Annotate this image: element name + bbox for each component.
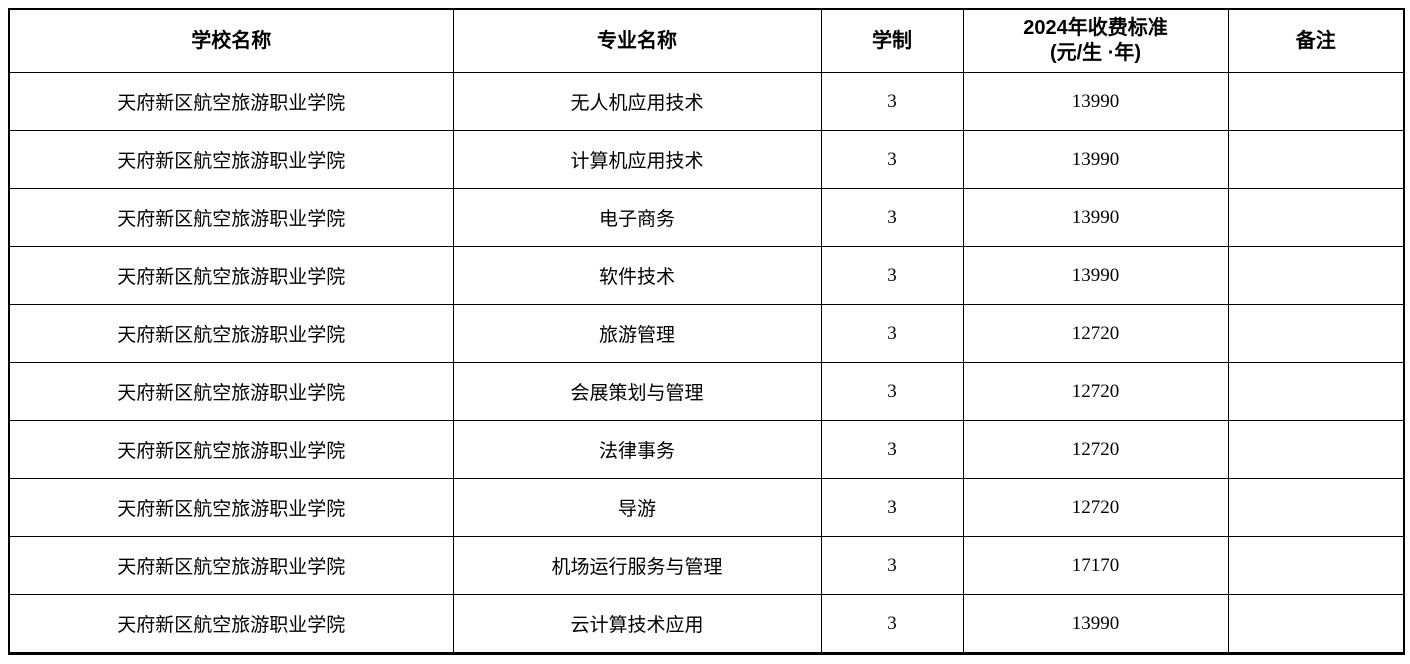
table-row: 天府新区航空旅游职业学院 无人机应用技术 3 13990 bbox=[8, 72, 1405, 131]
cell-school: 天府新区航空旅游职业学院 bbox=[8, 420, 454, 479]
table-row: 天府新区航空旅游职业学院 法律事务 3 12720 bbox=[8, 420, 1405, 479]
cell-duration: 3 bbox=[820, 130, 964, 189]
cell-school: 天府新区航空旅游职业学院 bbox=[8, 536, 454, 595]
table-header: 学校名称 专业名称 学制 2024年收费标准 (元/生 ·年) 备注 bbox=[8, 8, 1405, 73]
col-header-duration: 学制 bbox=[820, 8, 964, 73]
cell-major: 旅游管理 bbox=[452, 304, 822, 363]
cell-major: 云计算技术应用 bbox=[452, 594, 822, 654]
cell-school: 天府新区航空旅游职业学院 bbox=[8, 130, 454, 189]
table-row: 天府新区航空旅游职业学院 电子商务 3 13990 bbox=[8, 188, 1405, 247]
cell-remark bbox=[1227, 304, 1405, 363]
col-header-remark: 备注 bbox=[1227, 8, 1405, 73]
cell-duration: 3 bbox=[820, 72, 964, 131]
cell-school: 天府新区航空旅游职业学院 bbox=[8, 362, 454, 421]
cell-school: 天府新区航空旅游职业学院 bbox=[8, 72, 454, 131]
cell-major: 导游 bbox=[452, 478, 822, 537]
cell-fee: 17170 bbox=[962, 536, 1229, 595]
table-row: 天府新区航空旅游职业学院 云计算技术应用 3 13990 bbox=[8, 594, 1405, 654]
table-row: 天府新区航空旅游职业学院 导游 3 12720 bbox=[8, 478, 1405, 537]
cell-remark bbox=[1227, 420, 1405, 479]
cell-duration: 3 bbox=[820, 536, 964, 595]
col-header-fee-line1: 2024年收费标准 bbox=[1023, 17, 1168, 39]
table-row: 天府新区航空旅游职业学院 机场运行服务与管理 3 17170 bbox=[8, 536, 1405, 595]
cell-fee: 12720 bbox=[962, 304, 1229, 363]
cell-fee: 13990 bbox=[962, 188, 1229, 247]
cell-major: 电子商务 bbox=[452, 188, 822, 247]
cell-fee: 12720 bbox=[962, 478, 1229, 537]
cell-major: 会展策划与管理 bbox=[452, 362, 822, 421]
header-row: 学校名称 专业名称 学制 2024年收费标准 (元/生 ·年) 备注 bbox=[8, 8, 1405, 73]
col-header-fee-line2: (元/生 ·年) bbox=[1049, 42, 1142, 64]
cell-remark bbox=[1227, 188, 1405, 247]
table-row: 天府新区航空旅游职业学院 旅游管理 3 12720 bbox=[8, 304, 1405, 363]
cell-school: 天府新区航空旅游职业学院 bbox=[8, 594, 454, 654]
cell-school: 天府新区航空旅游职业学院 bbox=[8, 188, 454, 247]
cell-school: 天府新区航空旅游职业学院 bbox=[8, 246, 454, 305]
cell-major: 无人机应用技术 bbox=[452, 72, 822, 131]
cell-major: 法律事务 bbox=[452, 420, 822, 479]
cell-duration: 3 bbox=[820, 478, 964, 537]
cell-remark bbox=[1227, 72, 1405, 131]
cell-major: 机场运行服务与管理 bbox=[452, 536, 822, 595]
col-header-fee: 2024年收费标准 (元/生 ·年) bbox=[962, 8, 1229, 73]
tuition-fee-table: 学校名称 专业名称 学制 2024年收费标准 (元/生 ·年) 备注 天府新区航空… bbox=[8, 8, 1405, 655]
table-body: 天府新区航空旅游职业学院 无人机应用技术 3 13990 天府新区航空旅游职业学… bbox=[8, 72, 1405, 654]
cell-duration: 3 bbox=[820, 188, 964, 247]
table-row: 天府新区航空旅游职业学院 计算机应用技术 3 13990 bbox=[8, 130, 1405, 189]
cell-fee: 13990 bbox=[962, 594, 1229, 654]
cell-duration: 3 bbox=[820, 594, 964, 654]
cell-remark bbox=[1227, 246, 1405, 305]
cell-remark bbox=[1227, 594, 1405, 654]
cell-fee: 13990 bbox=[962, 130, 1229, 189]
cell-remark bbox=[1227, 362, 1405, 421]
cell-remark bbox=[1227, 478, 1405, 537]
cell-fee: 13990 bbox=[962, 246, 1229, 305]
cell-fee: 12720 bbox=[962, 362, 1229, 421]
cell-school: 天府新区航空旅游职业学院 bbox=[8, 304, 454, 363]
cell-duration: 3 bbox=[820, 420, 964, 479]
table-row: 天府新区航空旅游职业学院 软件技术 3 13990 bbox=[8, 246, 1405, 305]
cell-remark bbox=[1227, 130, 1405, 189]
col-header-major: 专业名称 bbox=[452, 8, 822, 73]
cell-fee: 12720 bbox=[962, 420, 1229, 479]
cell-duration: 3 bbox=[820, 362, 964, 421]
cell-remark bbox=[1227, 536, 1405, 595]
cell-major: 计算机应用技术 bbox=[452, 130, 822, 189]
cell-duration: 3 bbox=[820, 304, 964, 363]
cell-school: 天府新区航空旅游职业学院 bbox=[8, 478, 454, 537]
table-row: 天府新区航空旅游职业学院 会展策划与管理 3 12720 bbox=[8, 362, 1405, 421]
cell-duration: 3 bbox=[820, 246, 964, 305]
col-header-school: 学校名称 bbox=[8, 8, 454, 73]
cell-major: 软件技术 bbox=[452, 246, 822, 305]
cell-fee: 13990 bbox=[962, 72, 1229, 131]
